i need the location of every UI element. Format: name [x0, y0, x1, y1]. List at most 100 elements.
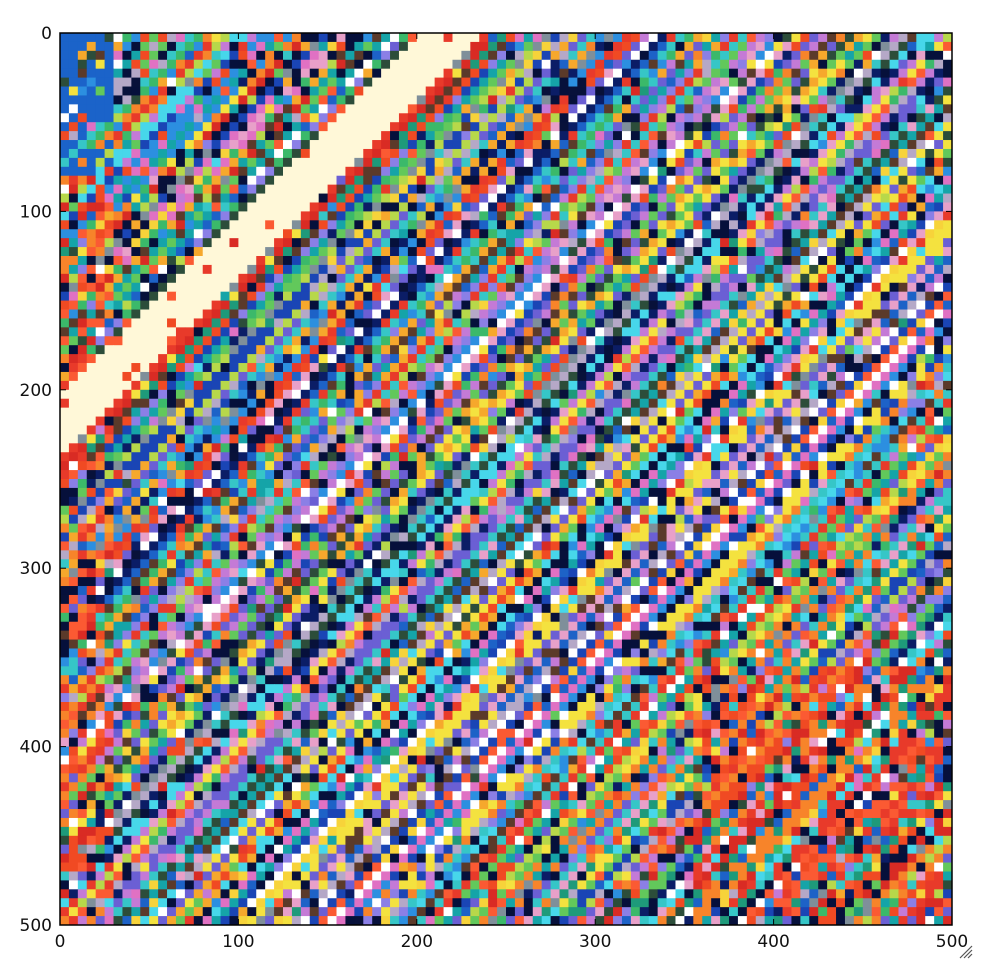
heatmap-cell	[247, 50, 257, 61]
heatmap-cell	[390, 461, 400, 471]
heatmap-cell	[818, 291, 828, 301]
heatmap-cell	[684, 193, 694, 203]
heatmap-cell	[238, 434, 248, 444]
heatmap-cell	[827, 140, 837, 150]
heatmap-cell	[452, 461, 462, 471]
heatmap-cell	[452, 327, 462, 337]
heatmap-cell	[488, 148, 498, 159]
heatmap-cell	[711, 407, 721, 417]
heatmap-cell	[372, 95, 382, 105]
heatmap-cell	[871, 256, 882, 266]
heatmap-cell	[532, 354, 543, 364]
heatmap-cell	[657, 238, 667, 248]
heatmap-cell	[657, 193, 667, 203]
heatmap-cell	[907, 318, 917, 328]
heatmap-cell	[256, 354, 266, 364]
heatmap-cell	[488, 363, 498, 373]
heatmap-cell	[497, 354, 507, 364]
heatmap-cell	[506, 104, 516, 114]
heatmap-cell	[300, 41, 311, 52]
heatmap-cell	[452, 389, 462, 400]
heatmap-cell	[175, 211, 186, 221]
heatmap-cell	[514, 327, 525, 337]
heatmap-cell	[630, 50, 641, 61]
heatmap-cell	[122, 229, 132, 239]
heatmap-cell	[220, 354, 230, 364]
heatmap-cell	[265, 148, 275, 159]
heatmap-cell	[791, 461, 801, 471]
heatmap-cell	[720, 86, 730, 96]
heatmap-cell	[175, 273, 186, 284]
heatmap-cell	[363, 166, 373, 177]
heatmap-cell	[461, 416, 471, 426]
heatmap-cell	[149, 327, 159, 337]
heatmap-cell	[934, 256, 944, 266]
heatmap-cell	[77, 220, 88, 230]
heatmap-cell	[523, 68, 534, 78]
heatmap-cell	[755, 282, 766, 293]
heatmap-cell	[158, 166, 168, 177]
heatmap-cell	[443, 336, 453, 346]
heatmap-cell	[309, 363, 320, 373]
heatmap-cell	[604, 238, 614, 248]
heatmap-cell	[818, 33, 828, 43]
heatmap-cell	[309, 86, 320, 96]
heatmap-cell	[113, 202, 123, 212]
heatmap-cell	[372, 148, 382, 159]
heatmap-cell	[309, 461, 320, 471]
heatmap-cell	[158, 407, 168, 417]
heatmap-cell	[943, 59, 953, 70]
heatmap-cell	[354, 318, 364, 328]
heatmap-cell	[184, 104, 195, 114]
heatmap-cell	[568, 336, 578, 346]
heatmap-cell	[916, 229, 926, 239]
heatmap-cell	[167, 113, 177, 123]
heatmap-cell	[737, 113, 748, 123]
heatmap-cell	[514, 398, 525, 409]
heatmap-cell	[809, 86, 819, 96]
heatmap-cell	[461, 77, 471, 87]
heatmap-cell	[372, 122, 382, 132]
heatmap-cell	[122, 291, 132, 301]
heatmap-cell	[514, 470, 525, 480]
heatmap-cell	[283, 95, 293, 105]
heatmap-cell	[60, 336, 70, 346]
heatmap-cell	[167, 86, 177, 96]
heatmap-cell	[211, 122, 221, 132]
heatmap-cell	[488, 461, 498, 471]
heatmap-cell	[443, 220, 453, 230]
heatmap-cell	[86, 291, 97, 301]
heatmap-cell	[220, 59, 230, 70]
heatmap-cell	[630, 363, 641, 373]
heatmap-cell	[497, 380, 507, 391]
heatmap-cell	[818, 309, 828, 319]
heatmap-cell	[95, 50, 105, 61]
heatmap-cell	[568, 95, 578, 105]
heatmap-cell	[782, 309, 792, 319]
heatmap-cell	[800, 59, 810, 70]
heatmap-cell	[256, 220, 266, 230]
heatmap-cell	[452, 407, 462, 417]
heatmap-cell	[559, 371, 569, 382]
heatmap-cell	[916, 68, 926, 78]
heatmap-cell	[407, 33, 418, 43]
heatmap-cell	[559, 104, 569, 114]
heatmap-cell	[853, 68, 864, 78]
heatmap-cell	[68, 211, 79, 221]
heatmap-cell	[818, 41, 828, 52]
heatmap-cell	[675, 407, 685, 417]
heatmap-cell	[452, 68, 462, 78]
heatmap-cell	[381, 300, 391, 310]
heatmap-cell	[60, 148, 70, 159]
heatmap-cell	[639, 166, 650, 177]
heatmap-cell	[274, 148, 284, 159]
heatmap-cell	[104, 77, 114, 87]
heatmap-cell	[720, 77, 730, 87]
heatmap-cell	[621, 140, 632, 150]
heatmap-cell	[149, 443, 159, 453]
heatmap-cell	[800, 389, 810, 400]
heatmap-cell	[425, 398, 436, 409]
heatmap-cell	[729, 434, 739, 444]
heatmap-cell	[836, 434, 846, 444]
heatmap-cell	[398, 184, 409, 194]
